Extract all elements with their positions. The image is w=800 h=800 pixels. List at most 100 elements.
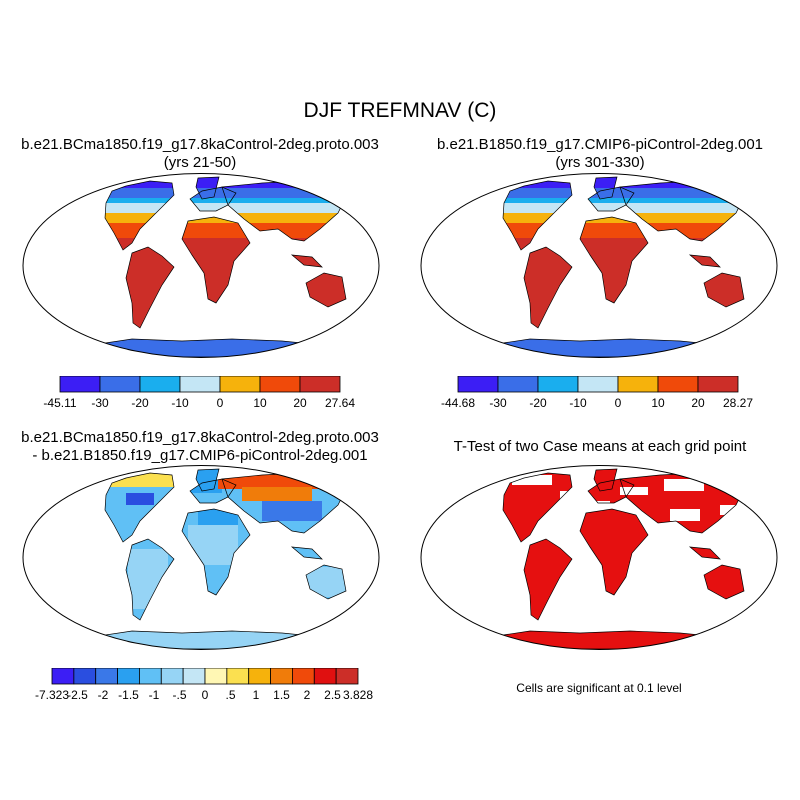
- coastline-europe: [189, 186, 237, 212]
- temperature-band: [92, 278, 346, 283]
- non-significant-cells: [512, 475, 552, 485]
- colorbar-tick-label: -1: [149, 688, 160, 702]
- temperature-band: [92, 293, 346, 298]
- colorbar-swatch: [457, 376, 499, 393]
- temperature-band: [490, 338, 744, 343]
- temperature-band: [92, 353, 346, 357]
- temperature-band: [92, 233, 346, 238]
- colorbar-tick-label: 0: [615, 396, 622, 410]
- temperature-band: [490, 193, 744, 198]
- colorbar-tick-label: -2: [98, 688, 109, 702]
- coastline-africa: [579, 508, 649, 596]
- temperature-band: [92, 218, 346, 223]
- temperature-band: [92, 203, 346, 208]
- colorbar-swatch: [697, 376, 739, 393]
- temperature-band: [490, 178, 744, 183]
- anomaly-patch: [242, 487, 312, 501]
- temperature-band: [490, 183, 744, 188]
- temperature-band: [490, 228, 744, 233]
- colorbar-tick-label: 20: [691, 396, 705, 410]
- temperature-band: [490, 248, 744, 253]
- map-border: [420, 173, 778, 358]
- temperature-band: [92, 228, 346, 233]
- colorbar-swatch: [160, 668, 184, 685]
- difference-title: b.e21.BCma1850.f19_g17.8kaControl-2deg.p…: [0, 429, 400, 465]
- temperature-band: [490, 288, 744, 293]
- coastline-maritime-islands: [290, 546, 323, 560]
- colorbar-tick-label: -.5: [172, 688, 186, 702]
- coastline-south-america: [523, 246, 573, 329]
- coastline-south-america: [523, 538, 573, 621]
- colorbar-tick-label: -30: [91, 396, 109, 410]
- colorbar-swatch: [313, 668, 337, 685]
- colorbar-swatch: [219, 376, 261, 393]
- coastline-europe: [587, 478, 635, 504]
- coastline-europe: [587, 186, 635, 212]
- colorbar-swatch: [497, 376, 539, 393]
- difference-colorbar: -7.323-2.5 -2 -1.5 -1 -.5 0 .5 1 1.5 2 2.5 3.828: [35, 668, 373, 702]
- colorbar-swatch: [270, 668, 293, 685]
- non-significant-cells: [620, 487, 648, 495]
- colorbar-swatch: [537, 376, 579, 393]
- temperature-band: [490, 238, 744, 243]
- colorbar-tick-label: 1: [253, 688, 260, 702]
- ttest-map: [420, 465, 778, 650]
- coastline-south-america: [125, 538, 175, 621]
- colorbar-tick-label: 2.5: [324, 688, 341, 702]
- temperature-band: [490, 343, 744, 348]
- coastline-greenland: [195, 176, 220, 200]
- coastline-africa: [181, 216, 251, 304]
- non-significant-cells: [720, 505, 736, 515]
- temperature-band: [92, 188, 346, 193]
- temperature-band: [92, 243, 346, 248]
- colorbar-tick-label: 0: [202, 688, 209, 702]
- colorbar-swatch: [259, 376, 301, 393]
- temperature-band: [92, 273, 346, 278]
- colorbar-tick-label: 0: [217, 396, 224, 410]
- colorbar-tick-label: 10: [651, 396, 665, 410]
- colorbar-swatch: [139, 376, 181, 393]
- coastline-australia: [703, 272, 745, 308]
- temperature-band: [490, 198, 744, 203]
- colorbar-swatch: [617, 376, 659, 393]
- colorbar-swatch: [657, 376, 699, 393]
- temperature-band: [92, 268, 346, 273]
- temperature-band: [92, 238, 346, 243]
- temperature-band: [92, 348, 346, 353]
- colorbar-tick-label: -2.5: [67, 688, 88, 702]
- colorbar-tick-label: -45.11: [43, 396, 76, 410]
- coastline-north-america: [502, 180, 573, 251]
- colorbar-swatch: [335, 668, 359, 685]
- figure-title: DJF TREFMNAV (C): [303, 99, 497, 122]
- temperature-band: [92, 263, 346, 268]
- coastline-australia: [305, 272, 347, 308]
- temperature-band: [92, 183, 346, 188]
- case2-title-line2: (yrs 301-330): [555, 154, 645, 171]
- temperature-band: [92, 248, 346, 253]
- colorbar-swatch: [99, 376, 141, 393]
- difference-title-line1: b.e21.BCma1850.f19_g17.8kaControl-2deg.p…: [21, 429, 379, 446]
- colorbar-swatch: [292, 668, 315, 685]
- colorbar-tick-label: 20: [293, 396, 307, 410]
- colorbar-tick-label: .5: [225, 688, 235, 702]
- coastline-maritime-islands: [290, 254, 323, 268]
- difference-map: [22, 465, 380, 650]
- colorbar-tick-label: -44.68: [441, 396, 475, 410]
- temperature-band: [490, 278, 744, 283]
- colorbar-tick-label: 2: [304, 688, 311, 702]
- temperature-band: [490, 273, 744, 278]
- case1-title-line1: b.e21.BCma1850.f19_g17.8kaControl-2deg.p…: [21, 136, 379, 153]
- map-border: [22, 465, 380, 650]
- colorbar-tick-label: 3.828: [343, 688, 373, 702]
- map-border: [22, 173, 380, 358]
- anomaly-patch: [126, 493, 154, 505]
- coastline-africa: [579, 216, 649, 304]
- temperature-band: [490, 258, 744, 263]
- case1-title-line2: (yrs 21-50): [163, 154, 237, 171]
- temperature-band: [92, 283, 346, 288]
- colorbar-swatch: [299, 376, 341, 393]
- colorbar-tick-label: 10: [253, 396, 267, 410]
- case2-title-line1: b.e21.B1850.f19_g17.CMIP6-piControl-2deg…: [436, 136, 764, 153]
- colorbar-tick-label: -7.323: [35, 688, 69, 702]
- non-significant-cells: [664, 479, 704, 491]
